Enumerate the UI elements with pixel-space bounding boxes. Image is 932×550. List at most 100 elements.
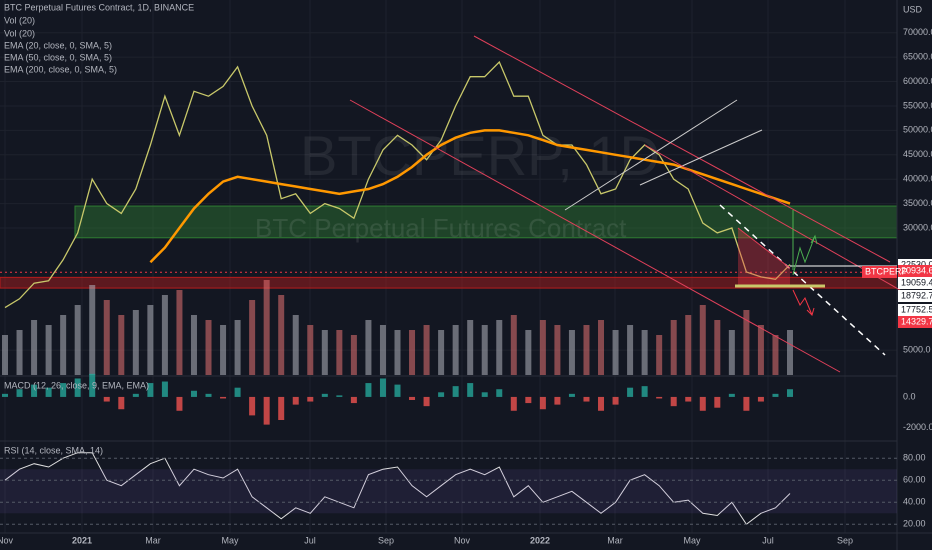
legend-entry: Vol (20): [4, 15, 35, 25]
macd-bar: [539, 396, 546, 410]
macd-bar: [612, 396, 619, 405]
watermark-subtitle: BTC Perpetual Futures Contract: [255, 213, 627, 243]
macd-bar: [45, 387, 52, 397]
volume-bar: [16, 330, 23, 375]
volume-bar: [525, 330, 532, 375]
arrow-head: [810, 234, 818, 245]
macd-bar: [656, 396, 663, 399]
volume-bar: [161, 295, 168, 375]
macd-bar: [147, 383, 154, 397]
volume-bar: [583, 325, 590, 375]
volume-bar: [89, 285, 96, 375]
volume-bar: [467, 320, 474, 375]
y-tick-label: 40000.0: [903, 174, 932, 184]
volume-bar: [205, 320, 212, 375]
macd-bar: [307, 396, 314, 402]
macd-bar: [787, 389, 793, 397]
y-tick-label: -2000.0: [903, 422, 932, 432]
y-tick-label: 0.0: [903, 391, 916, 401]
macd-bar: [89, 373, 96, 397]
volume-bar: [103, 300, 110, 375]
x-tick-label: Nov: [454, 535, 471, 545]
macd-bar: [31, 384, 38, 397]
volume-bar: [176, 290, 183, 375]
y-tick-label: 80.00: [903, 453, 926, 463]
volume-bar: [772, 335, 779, 375]
y-tick-label: 55000.0: [903, 100, 932, 110]
macd-bar: [365, 383, 372, 397]
volume-bar: [307, 325, 314, 375]
volume-bar: [249, 300, 256, 375]
volume-bar: [278, 295, 285, 375]
volume-bar: [757, 325, 764, 375]
volume-bar: [350, 335, 357, 375]
volume-bar: [656, 335, 663, 375]
y-tick-label: 60.00: [903, 475, 926, 485]
macd-bar: [249, 396, 256, 416]
price-tag: [898, 290, 932, 302]
macd-bar: [220, 396, 227, 399]
triangle: [738, 228, 790, 285]
macd-bar: [467, 383, 474, 397]
y-tick-label: 5000.0: [903, 344, 931, 354]
symbol-tag: [862, 266, 897, 278]
volume-bar: [452, 325, 459, 375]
x-tick-label: May: [221, 535, 239, 545]
macd-bar: [481, 392, 488, 397]
y-tick-label: 45000.0: [903, 149, 932, 159]
volume-bar: [292, 315, 299, 375]
volume-bar: [598, 320, 605, 375]
price-tag: [898, 277, 932, 289]
x-tick-label: Jul: [762, 535, 774, 545]
macd-bar: [263, 396, 270, 425]
volume-bar: [60, 315, 67, 375]
macd-bar: [743, 396, 750, 411]
trend-line: [564, 99, 738, 211]
rsi-band: [0, 469, 897, 514]
macd-bar: [670, 396, 677, 407]
macd-bar: [598, 396, 605, 411]
x-tick-label: Mar: [607, 535, 623, 545]
macd-bar: [525, 396, 532, 404]
y-tick-label: 35000.0: [903, 198, 932, 208]
macd-bar: [278, 396, 285, 420]
price-tag-label: 19059.4: [901, 277, 932, 287]
volume-bar: [685, 315, 692, 375]
triangle-edge: [737, 227, 791, 269]
volume-bar: [74, 305, 81, 375]
volume-bar: [234, 320, 241, 375]
macd-bar: [205, 393, 212, 397]
price-tag-label: 22530.0: [901, 259, 932, 269]
volume-bar: [612, 330, 619, 375]
volume-bar: [699, 305, 706, 375]
macd-bar: [118, 396, 125, 410]
price-tag: [898, 304, 932, 316]
volume-bar: [554, 325, 561, 375]
volume-bar: [409, 330, 416, 375]
trend-line: [639, 129, 763, 186]
macd-bar: [568, 393, 575, 397]
macd-bar: [583, 396, 590, 402]
legend-entry: EMA (20, close, 0, SMA, 5): [4, 40, 112, 50]
watermark: BTCPERP, 1D: [300, 124, 660, 187]
price-tag-label: 14329.7: [901, 316, 932, 326]
volume-bar: [379, 325, 386, 375]
macd-bar: [409, 396, 416, 400]
volume-bar: [743, 310, 750, 375]
projection-down: [792, 289, 813, 316]
legend-entry: EMA (200, close, 0, SMA, 5): [4, 64, 117, 74]
x-tick-label: 2022: [530, 535, 550, 545]
macd-bar: [510, 396, 517, 411]
macd-bar: [321, 393, 328, 397]
macd-bar: [379, 378, 386, 397]
macd-bar: [132, 393, 139, 397]
legend-entry: Vol (20): [4, 28, 35, 38]
volume-bar: [365, 320, 372, 375]
price-line: [4, 60, 791, 309]
macd-bar: [627, 387, 634, 397]
volume-bar: [263, 280, 270, 375]
macd-bar: [60, 383, 67, 397]
volume-bar: [336, 330, 343, 375]
macd-bar: [423, 396, 430, 407]
